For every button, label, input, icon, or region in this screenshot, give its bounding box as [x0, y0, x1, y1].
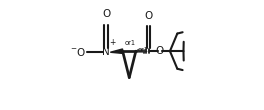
Polygon shape	[110, 49, 123, 53]
Text: O: O	[102, 9, 110, 19]
Text: +: +	[109, 38, 116, 47]
Text: O: O	[155, 46, 164, 56]
Text: N: N	[102, 47, 110, 57]
Text: or1: or1	[137, 47, 148, 52]
Text: or1: or1	[125, 40, 136, 46]
Text: $^{-}$O: $^{-}$O	[70, 46, 86, 58]
Text: O: O	[144, 11, 153, 21]
